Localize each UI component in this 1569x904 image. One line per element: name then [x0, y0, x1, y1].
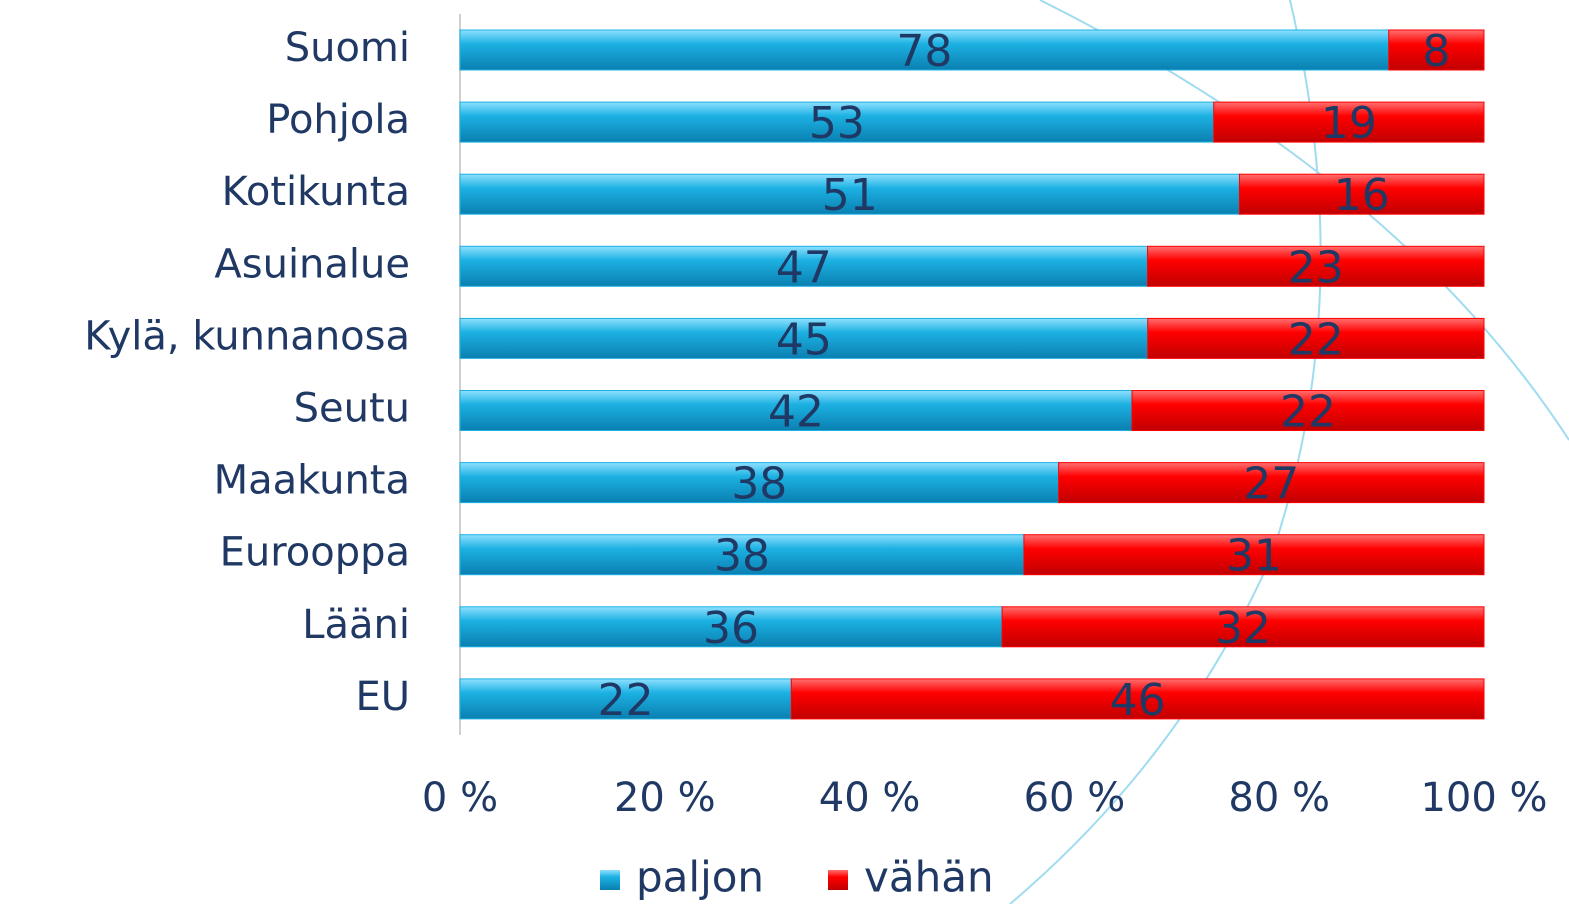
data-label: 31 — [1226, 531, 1282, 582]
data-label: 22 — [598, 675, 654, 726]
y-tick-label: Seutu — [294, 386, 410, 432]
bar — [1147, 245, 1485, 287]
x-tick-label: 20 % — [614, 775, 716, 821]
data-label: 8 — [1422, 26, 1450, 77]
bar — [1131, 390, 1485, 431]
bar — [1058, 462, 1485, 504]
bar — [459, 534, 1025, 576]
data-label: 53 — [809, 98, 865, 149]
bar — [459, 29, 1390, 71]
bar — [1001, 606, 1485, 648]
y-tick-label: Kylä, kunnanosa — [84, 313, 410, 359]
legend-label: vähän — [864, 853, 994, 902]
y-tick-label: Asuinalue — [214, 241, 410, 287]
x-tick-label: 100 % — [1420, 775, 1547, 821]
data-label: 38 — [714, 531, 770, 582]
legend-swatch — [600, 870, 620, 890]
data-label: 51 — [822, 170, 878, 221]
data-label: 38 — [731, 459, 787, 510]
bar — [459, 390, 1133, 431]
y-tick-label: Lääni — [302, 602, 410, 648]
data-label: 78 — [896, 26, 952, 77]
bar — [459, 606, 1003, 648]
bar — [1213, 101, 1485, 143]
y-tick-label: Kotikunta — [222, 169, 410, 215]
x-tick-label: 80 % — [1228, 775, 1330, 821]
y-tick-label: EU — [355, 674, 410, 720]
data-label: 22 — [1280, 387, 1336, 438]
data-label: 16 — [1334, 170, 1390, 221]
y-tick-label: Pohjola — [266, 97, 410, 143]
bar — [790, 678, 1485, 720]
bar — [459, 101, 1215, 143]
x-tick-label: 60 % — [1024, 775, 1126, 821]
bar — [459, 245, 1149, 287]
legend-swatch — [828, 870, 848, 890]
bar — [1147, 317, 1485, 359]
bar — [1023, 534, 1485, 576]
bar — [1388, 29, 1485, 71]
y-tick-label: Eurooppa — [220, 530, 410, 576]
data-label: 22 — [1288, 314, 1344, 365]
data-label: 32 — [1215, 603, 1271, 654]
data-label: 23 — [1288, 242, 1344, 293]
data-label: 42 — [768, 387, 824, 438]
x-tick-label: 40 % — [819, 775, 921, 821]
data-label: 45 — [776, 314, 832, 365]
y-tick-label: Suomi — [285, 25, 410, 71]
x-tick-label: 0 % — [422, 775, 498, 821]
data-label: 27 — [1243, 459, 1299, 510]
bar — [459, 678, 792, 720]
legend-label: paljon — [636, 853, 764, 902]
data-label: 46 — [1110, 675, 1166, 726]
bar — [459, 462, 1060, 504]
data-label: 47 — [776, 242, 832, 293]
bar — [459, 173, 1240, 215]
y-tick-label: Maakunta — [214, 458, 410, 504]
data-label: 19 — [1321, 98, 1377, 149]
bar — [1238, 173, 1485, 215]
bar — [459, 317, 1149, 359]
data-label: 36 — [703, 603, 759, 654]
